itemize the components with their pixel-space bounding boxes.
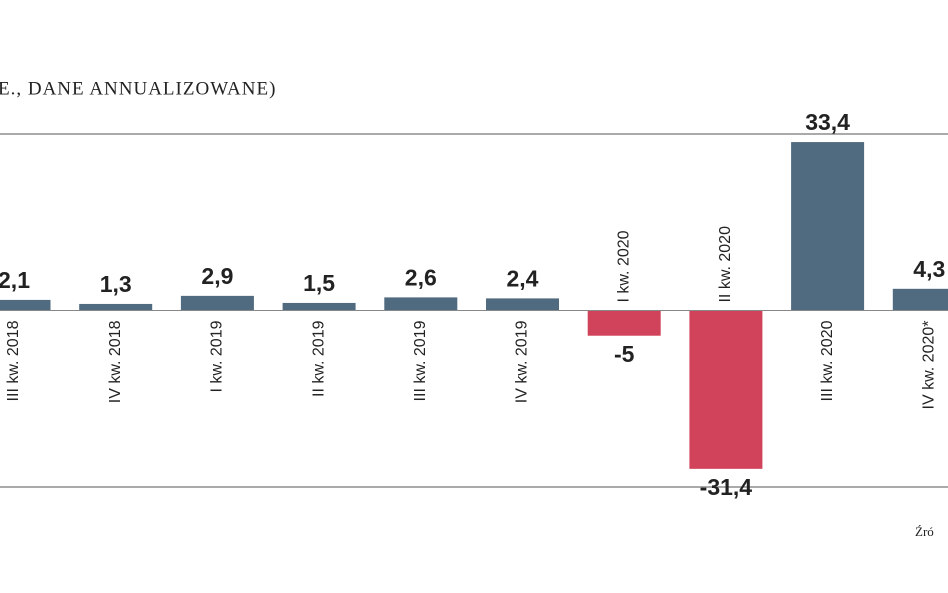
x-tick-label: IV kw. 2018 [107, 320, 124, 403]
value-label: -5 [614, 341, 635, 367]
bar [180, 295, 254, 311]
x-tick-label: III kw. 2019 [412, 320, 429, 401]
bar [587, 310, 661, 336]
bar [689, 310, 763, 469]
bar [79, 303, 153, 311]
value-label: 2,9 [201, 263, 233, 289]
value-label: 1,3 [100, 271, 132, 297]
value-label: 2,4 [507, 265, 539, 291]
bar [486, 298, 559, 311]
bar [791, 142, 865, 311]
x-tick-label: I kw. 2019 [209, 320, 226, 392]
x-tick-label: I kw. 2020 [615, 230, 632, 302]
bar [384, 297, 458, 311]
value-label: -31,4 [700, 474, 753, 500]
source: Źró [915, 524, 934, 539]
bar [282, 302, 356, 311]
bar [892, 288, 948, 311]
x-tick-label: III kw. 2020 [819, 320, 836, 401]
value-label: 4,3 [913, 256, 945, 282]
x-tick-label: IV kw. 2020* [921, 321, 938, 410]
value-label: 1,5 [303, 270, 335, 296]
bar [0, 299, 51, 311]
value-label: 2,6 [405, 264, 437, 290]
x-tick-label: II kw. 2019 [310, 320, 327, 397]
x-tick-label: III kw. 2018 [5, 320, 22, 401]
value-label: 33,4 [805, 109, 850, 135]
value-label: 2,1 [0, 267, 30, 293]
x-tick-label: IV kw. 2019 [514, 320, 531, 403]
chart-title: E., DANE ANNUALIZOWANE) [0, 78, 276, 99]
x-tick-label: II kw. 2020 [717, 226, 734, 303]
